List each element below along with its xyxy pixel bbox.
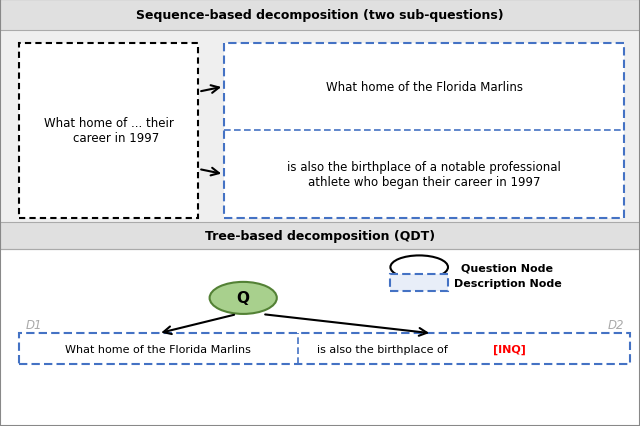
Text: Description Node: Description Node [454, 278, 562, 288]
Text: What home of the Florida Marlins: What home of the Florida Marlins [65, 344, 252, 354]
Text: D1: D1 [26, 319, 42, 331]
FancyBboxPatch shape [19, 334, 630, 364]
Ellipse shape [390, 256, 448, 279]
Text: is also the birthplace of a notable professional
athlete who began their career : is also the birthplace of a notable prof… [287, 161, 561, 189]
Text: Tree-based decomposition (QDT): Tree-based decomposition (QDT) [205, 230, 435, 242]
Bar [0, 0, 640, 249]
Text: D2: D2 [607, 319, 624, 331]
Text: Sequence-based decomposition (two sub-questions): Sequence-based decomposition (two sub-qu… [136, 9, 504, 22]
Bar [0, 223, 640, 249]
FancyBboxPatch shape [224, 43, 624, 219]
Text: What home of ... their
    career in 1997: What home of ... their career in 1997 [44, 117, 173, 145]
Text: is also the birthplace of: is also the birthplace of [317, 344, 451, 354]
FancyBboxPatch shape [19, 43, 198, 219]
Bar [0, 249, 640, 426]
Bar [0, 0, 640, 31]
Text: [INQ]: [INQ] [493, 344, 525, 354]
FancyBboxPatch shape [390, 275, 448, 291]
Ellipse shape [210, 282, 277, 314]
Text: Question Node: Question Node [461, 262, 553, 273]
Text: What home of the Florida Marlins: What home of the Florida Marlins [326, 81, 522, 94]
Text: Q: Q [237, 291, 250, 306]
